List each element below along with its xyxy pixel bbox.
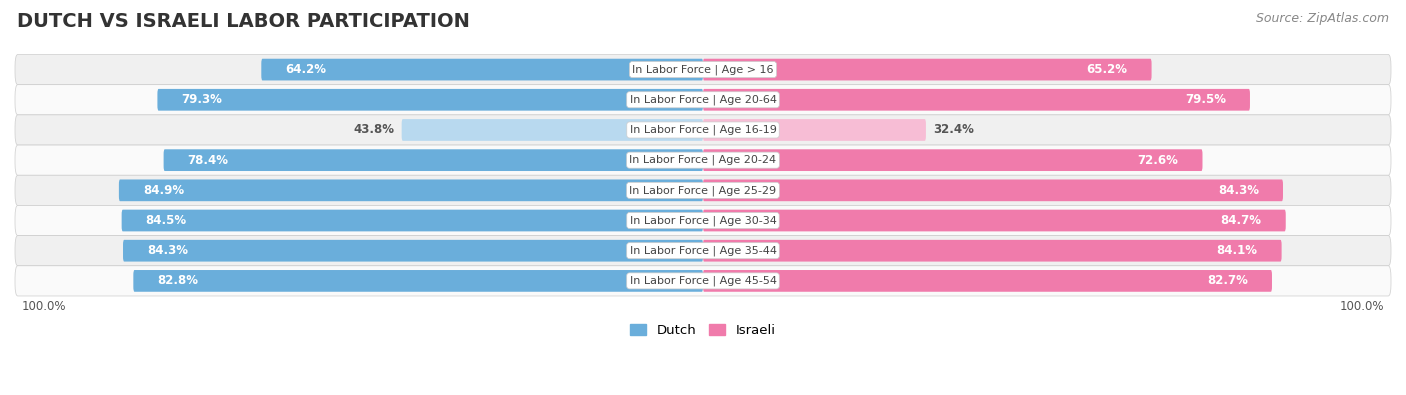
FancyBboxPatch shape: [122, 210, 703, 231]
FancyBboxPatch shape: [15, 235, 1391, 266]
Text: 100.0%: 100.0%: [22, 299, 66, 312]
Text: 84.3%: 84.3%: [1218, 184, 1258, 197]
FancyBboxPatch shape: [703, 149, 1202, 171]
Text: In Labor Force | Age 45-54: In Labor Force | Age 45-54: [630, 276, 776, 286]
FancyBboxPatch shape: [703, 270, 1272, 292]
Text: 84.7%: 84.7%: [1220, 214, 1261, 227]
Text: 72.6%: 72.6%: [1137, 154, 1178, 167]
Text: 82.8%: 82.8%: [157, 275, 198, 288]
Legend: Dutch, Israeli: Dutch, Israeli: [624, 319, 782, 342]
FancyBboxPatch shape: [163, 149, 703, 171]
FancyBboxPatch shape: [703, 119, 927, 141]
Text: 43.8%: 43.8%: [354, 124, 395, 136]
Text: 84.3%: 84.3%: [148, 244, 188, 257]
Text: In Labor Force | Age 16-19: In Labor Force | Age 16-19: [630, 125, 776, 135]
Text: In Labor Force | Age > 16: In Labor Force | Age > 16: [633, 64, 773, 75]
FancyBboxPatch shape: [703, 240, 1282, 261]
Text: 65.2%: 65.2%: [1087, 63, 1128, 76]
Text: 100.0%: 100.0%: [1340, 299, 1384, 312]
FancyBboxPatch shape: [703, 179, 1284, 201]
Text: In Labor Force | Age 30-34: In Labor Force | Age 30-34: [630, 215, 776, 226]
Text: In Labor Force | Age 20-24: In Labor Force | Age 20-24: [630, 155, 776, 166]
Text: In Labor Force | Age 20-64: In Labor Force | Age 20-64: [630, 94, 776, 105]
Text: 84.5%: 84.5%: [146, 214, 187, 227]
Text: 84.9%: 84.9%: [143, 184, 184, 197]
FancyBboxPatch shape: [703, 89, 1250, 111]
FancyBboxPatch shape: [402, 119, 703, 141]
FancyBboxPatch shape: [703, 210, 1285, 231]
Text: 79.5%: 79.5%: [1185, 93, 1226, 106]
FancyBboxPatch shape: [134, 270, 703, 292]
Text: In Labor Force | Age 25-29: In Labor Force | Age 25-29: [630, 185, 776, 196]
FancyBboxPatch shape: [15, 175, 1391, 205]
FancyBboxPatch shape: [15, 85, 1391, 115]
FancyBboxPatch shape: [15, 266, 1391, 296]
Text: 64.2%: 64.2%: [285, 63, 326, 76]
FancyBboxPatch shape: [157, 89, 703, 111]
FancyBboxPatch shape: [15, 205, 1391, 235]
Text: Source: ZipAtlas.com: Source: ZipAtlas.com: [1256, 12, 1389, 25]
Text: 82.7%: 82.7%: [1206, 275, 1249, 288]
FancyBboxPatch shape: [15, 55, 1391, 85]
Text: DUTCH VS ISRAELI LABOR PARTICIPATION: DUTCH VS ISRAELI LABOR PARTICIPATION: [17, 12, 470, 31]
Text: In Labor Force | Age 35-44: In Labor Force | Age 35-44: [630, 245, 776, 256]
Text: 84.1%: 84.1%: [1216, 244, 1257, 257]
FancyBboxPatch shape: [122, 240, 703, 261]
FancyBboxPatch shape: [262, 59, 703, 81]
FancyBboxPatch shape: [120, 179, 703, 201]
FancyBboxPatch shape: [15, 115, 1391, 145]
Text: 79.3%: 79.3%: [181, 93, 222, 106]
FancyBboxPatch shape: [15, 145, 1391, 175]
Text: 78.4%: 78.4%: [187, 154, 229, 167]
FancyBboxPatch shape: [703, 59, 1152, 81]
Text: 32.4%: 32.4%: [932, 124, 974, 136]
